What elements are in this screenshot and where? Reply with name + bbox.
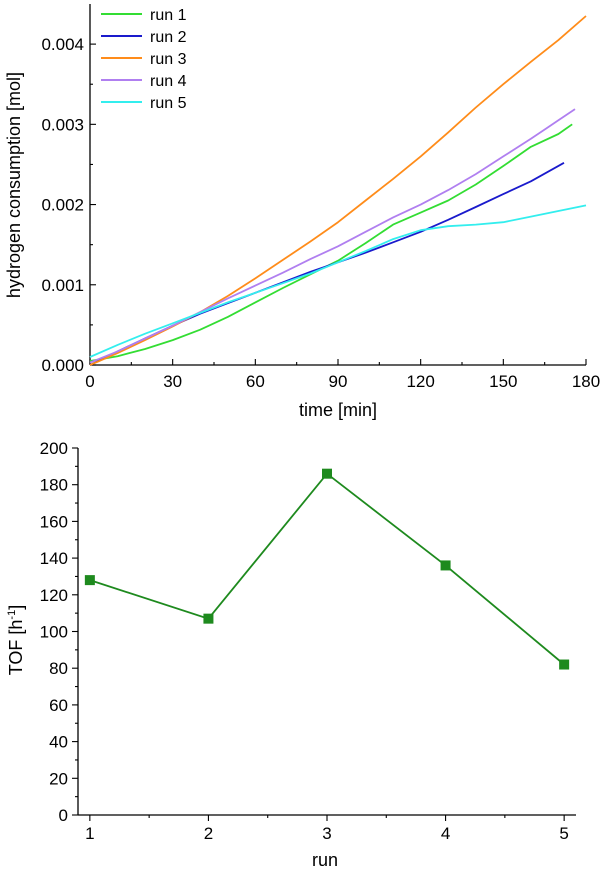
bottom-y-axis-title: TOF [h-1] — [6, 605, 26, 675]
legend-label-run-4: run 4 — [150, 73, 187, 90]
series-line-run-1 — [89, 123, 573, 362]
tof-label-suffix: ] — [6, 605, 26, 610]
bottom-x-axis-title: run — [312, 850, 338, 870]
top-x-tick-label: 120 — [406, 372, 434, 391]
top-x-tick-label: 90 — [329, 372, 348, 391]
bottom-y-tick-label: 40 — [49, 733, 68, 752]
tof-marker-run-2 — [203, 613, 214, 624]
tof-marker-run-5 — [559, 659, 570, 670]
bottom-x-tick-label: 3 — [322, 824, 331, 843]
tof-marker-run-3 — [322, 468, 332, 479]
bottom-y-tick-label: 180 — [40, 476, 68, 495]
tof-line — [89, 472, 565, 666]
top-x-ticks: 0 30 60 90 120 150 180 — [85, 359, 600, 391]
bottom-y-tick-label: 140 — [40, 549, 68, 568]
tof-marker-run-1 — [84, 575, 95, 586]
top-x-tick-label: 30 — [163, 372, 182, 391]
bottom-x-tick-label: 5 — [559, 824, 568, 843]
legend-label-run-5: run 5 — [150, 95, 187, 112]
bottom-y-tick-label: 100 — [40, 623, 68, 642]
series-line-run-4 — [89, 108, 576, 364]
top-legend: run 1 run 2 run 3 run 4 run 5 — [101, 7, 187, 112]
top-y-axis-title: hydrogen consumption [mol] — [4, 72, 24, 298]
bottom-y-tick-label: 0 — [59, 806, 68, 825]
legend-label-run-2: run 2 — [150, 29, 187, 46]
top-x-tick-label: 150 — [489, 372, 517, 391]
top-y-tick-label: 0.001 — [41, 276, 84, 295]
top-x-axis-title: time [min] — [299, 400, 377, 420]
legend-label-run-3: run 3 — [150, 51, 187, 68]
bottom-y-ticks: 0 20 40 60 80 100 120 140 160 180 200 — [40, 439, 78, 825]
top-x-tick-label: 180 — [572, 372, 600, 391]
bottom-y-tick-label: 120 — [40, 586, 68, 605]
bottom-x-tick-label: 2 — [204, 824, 213, 843]
series-line-run-2 — [89, 162, 565, 366]
top-plot-area: 0.000 0.001 0.002 0.003 0.004 0 30 60 90 120 150 1… — [41, 4, 600, 391]
bottom-x-tick-label: 4 — [441, 824, 450, 843]
bottom-plot-area: 0 20 40 60 80 100 120 140 160 180 200 1 2 3 4 5 — [40, 439, 576, 843]
bottom-x-tick-label: 1 — [85, 824, 94, 843]
top-x-tick-label: 0 — [85, 372, 94, 391]
bottom-y-tick-label: 80 — [49, 659, 68, 678]
series-line-run-5 — [89, 204, 587, 358]
bottom-y-tick-label: 200 — [40, 439, 68, 458]
top-y-tick-label: 0.000 — [41, 356, 84, 375]
bottom-y-tick-label: 20 — [49, 769, 68, 788]
top-x-tick-label: 60 — [246, 372, 265, 391]
top-y-tick-label: 0.004 — [41, 35, 84, 54]
legend-label-run-1: run 1 — [150, 7, 187, 24]
top-y-tick-label: 0.002 — [41, 196, 84, 215]
tof-marker-run-4 — [440, 560, 451, 571]
bottom-y-tick-label: 60 — [49, 696, 68, 715]
top-y-ticks: 0.000 0.001 0.002 0.003 0.004 — [41, 35, 96, 375]
bottom-y-tick-label: 160 — [40, 512, 68, 531]
hydrogen-consumption-chart: 0.000 0.001 0.002 0.003 0.004 0 30 60 90 120 150 1… — [4, 4, 600, 420]
bottom-series — [84, 468, 570, 670]
top-series-lines — [89, 15, 587, 366]
top-y-tick-label: 0.003 — [41, 115, 84, 134]
tof-label-superscript: -1 — [6, 610, 18, 620]
bottom-x-ticks: 1 2 3 4 5 — [85, 815, 569, 843]
tof-chart: 0 20 40 60 80 100 120 140 160 180 200 1 2 3 4 5 run TO… — [6, 439, 576, 870]
tof-label-main: TOF [h — [6, 620, 26, 676]
